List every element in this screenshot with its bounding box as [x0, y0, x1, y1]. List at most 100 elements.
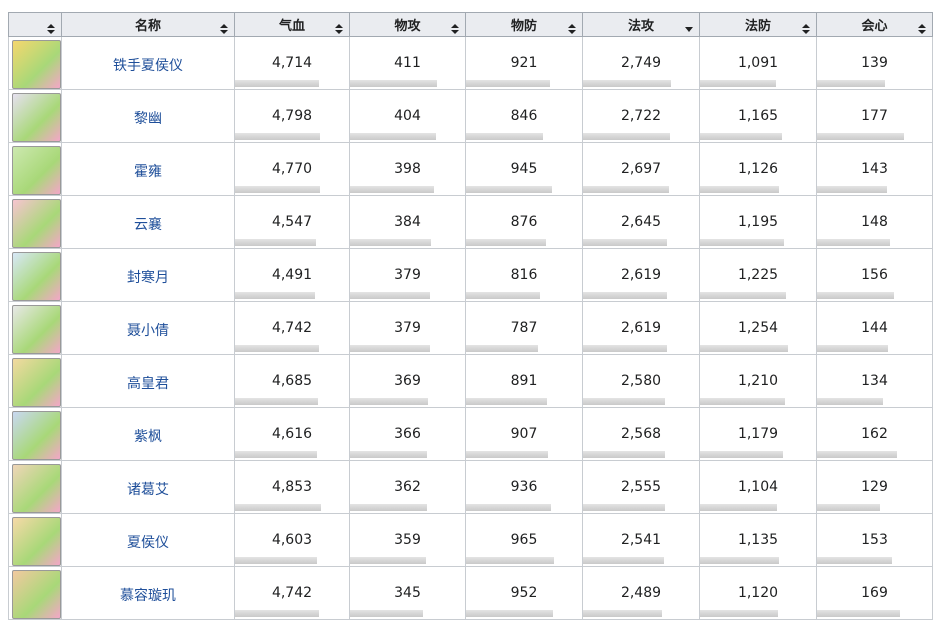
stat-value: 162 [861, 426, 888, 442]
name-cell: 封寒月 [62, 249, 235, 302]
stat-value: 4,616 [271, 426, 313, 442]
stat-cell: 4,491 [235, 249, 350, 302]
stat-value: 2,722 [620, 108, 662, 124]
stat-cell: 891 [466, 355, 583, 408]
stat-value: 4,742 [271, 585, 313, 601]
stat-value: 143 [861, 161, 888, 177]
stat-value: 876 [510, 214, 538, 230]
stat-value: 369 [394, 373, 421, 389]
sort-icon [335, 24, 343, 34]
avatar [12, 411, 61, 460]
stat-value: 411 [394, 55, 421, 71]
stat-bar [235, 557, 317, 564]
name-link[interactable]: 铁手夏侯仪 [113, 58, 183, 74]
stat-cell: 169 [817, 567, 933, 620]
column-header[interactable]: 会心 [817, 12, 933, 37]
name-link[interactable]: 聂小倩 [127, 323, 169, 339]
stat-bar [583, 504, 665, 511]
stat-cell: 156 [817, 249, 933, 302]
header-label: 物防 [510, 19, 537, 34]
stat-bar [466, 239, 546, 246]
stat-bar [817, 345, 888, 352]
stat-value: 4,547 [271, 214, 313, 230]
stat-bar [817, 292, 894, 299]
column-header[interactable]: 物防 [466, 12, 583, 37]
column-header[interactable]: 气血 [235, 12, 350, 37]
name-cell: 黎幽 [62, 90, 235, 143]
stat-bar [817, 504, 881, 511]
stat-bar [350, 504, 427, 511]
name-cell: 铁手夏侯仪 [62, 37, 235, 90]
stat-cell: 936 [466, 461, 583, 514]
stat-cell: 2,645 [583, 196, 700, 249]
stat-cell: 1,210 [700, 355, 817, 408]
stat-bar [817, 610, 901, 617]
name-link[interactable]: 高皇君 [127, 376, 169, 392]
column-header[interactable]: 法防 [700, 12, 817, 37]
stat-bar [583, 451, 665, 458]
avatar-cell [8, 461, 62, 514]
stat-bar [700, 504, 778, 511]
stat-cell: 134 [817, 355, 933, 408]
stat-cell: 2,580 [583, 355, 700, 408]
name-link[interactable]: 云襄 [134, 217, 162, 233]
stat-cell: 4,547 [235, 196, 350, 249]
column-header[interactable] [8, 12, 62, 37]
stat-cell: 4,685 [235, 355, 350, 408]
sort-icon [451, 24, 459, 34]
column-header[interactable]: 名称 [62, 12, 235, 37]
stat-bar [466, 557, 554, 564]
stat-value: 2,541 [620, 532, 662, 548]
stat-bar [466, 345, 538, 352]
avatar-cell [8, 567, 62, 620]
stat-value: 1,135 [737, 532, 779, 548]
stat-value: 148 [861, 214, 888, 230]
stat-value: 2,555 [620, 479, 662, 495]
stat-cell: 4,853 [235, 461, 350, 514]
stat-bar [466, 186, 552, 193]
stat-bar [700, 239, 784, 246]
stat-cell: 398 [350, 143, 466, 196]
stat-bar [817, 80, 886, 87]
avatar [12, 199, 61, 248]
avatar-cell [8, 514, 62, 567]
avatar-cell [8, 143, 62, 196]
stat-cell: 4,770 [235, 143, 350, 196]
name-link[interactable]: 慕容璇玑 [120, 588, 176, 604]
name-link[interactable]: 霍雍 [134, 164, 162, 180]
name-link[interactable]: 封寒月 [127, 270, 169, 286]
stat-bar [235, 504, 322, 511]
stat-bar [350, 451, 428, 458]
stat-cell: 2,697 [583, 143, 700, 196]
stat-bar [817, 451, 897, 458]
stat-cell: 148 [817, 196, 933, 249]
stat-value: 366 [394, 426, 421, 442]
stat-bar [350, 610, 424, 617]
stat-cell: 1,120 [700, 567, 817, 620]
stat-bar [235, 398, 319, 405]
stat-bar [583, 345, 667, 352]
stat-bar [817, 398, 883, 405]
name-link[interactable]: 夏侯仪 [127, 535, 169, 551]
stat-value: 4,491 [271, 267, 313, 283]
stat-bar [350, 80, 437, 87]
stat-value: 379 [394, 320, 421, 336]
stat-cell: 4,714 [235, 37, 350, 90]
stat-value: 1,120 [737, 585, 779, 601]
stat-cell: 143 [817, 143, 933, 196]
column-header[interactable]: 物攻 [350, 12, 466, 37]
stat-bar [466, 292, 541, 299]
avatar [12, 305, 61, 354]
stat-bar [466, 398, 548, 405]
stat-value: 156 [861, 267, 888, 283]
column-header[interactable]: 法攻 [583, 12, 700, 37]
stat-cell: 1,225 [700, 249, 817, 302]
name-link[interactable]: 紫枫 [134, 429, 162, 445]
stat-bar [235, 133, 321, 140]
name-link[interactable]: 诸葛艾 [127, 482, 169, 498]
stat-bar [466, 133, 543, 140]
sort-icon [47, 24, 55, 34]
stat-cell: 1,126 [700, 143, 817, 196]
stat-value: 4,714 [271, 55, 313, 71]
name-link[interactable]: 黎幽 [134, 111, 162, 127]
